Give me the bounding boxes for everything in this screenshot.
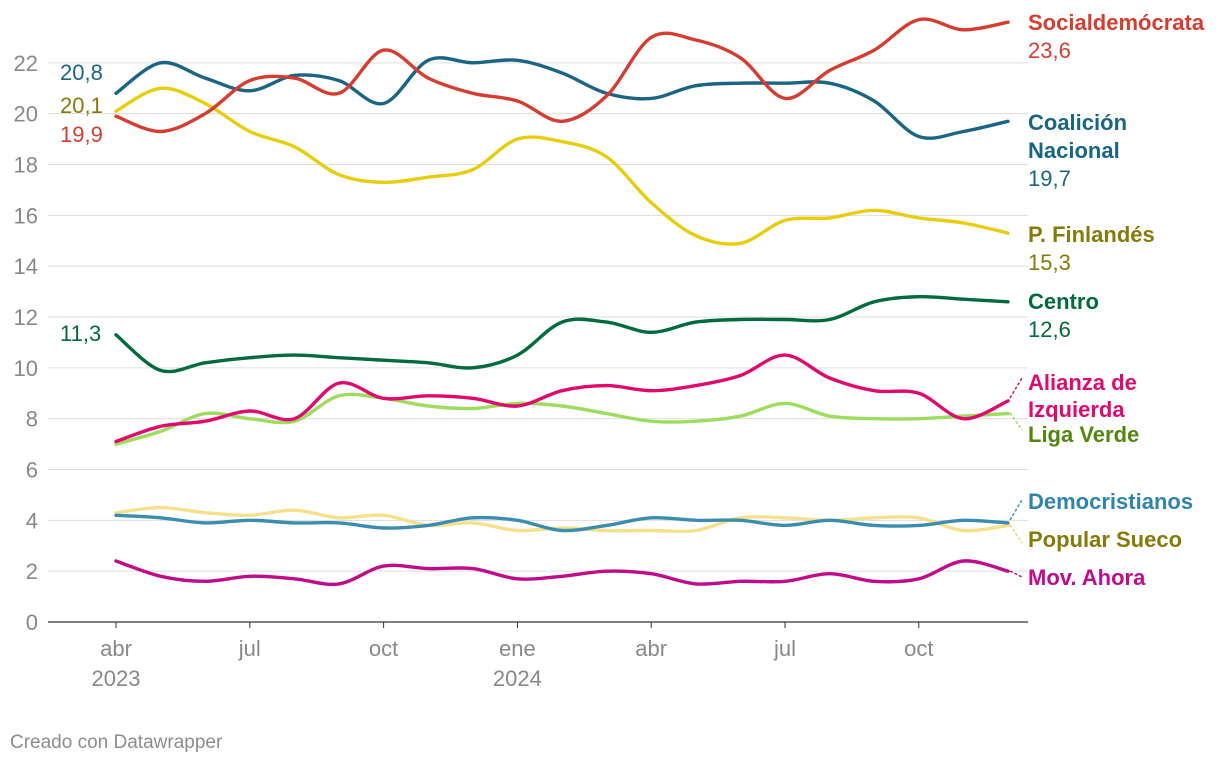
- x-tick-year-0: 2023: [92, 666, 141, 691]
- start-label-centro: 11,3: [60, 321, 101, 346]
- y-axis-ticks: 0 2 4 6 8 10 12 14 16 18 20 22: [14, 51, 38, 635]
- series-line-p-finlandes: [114, 86, 1010, 246]
- series-line-liga-verde: [114, 392, 1010, 446]
- start-label-finlandes: 20,1: [60, 93, 103, 118]
- series-line-socialdemocrata: [114, 17, 1010, 134]
- label-popular-name: Popular Sueco: [1028, 527, 1182, 552]
- label-democristianos-name: Democristianos: [1028, 489, 1193, 514]
- gridlines: [48, 62, 1028, 623]
- x-tick-label-1: jul: [238, 636, 261, 661]
- label-alianza-name-1: Alianza de: [1028, 370, 1137, 395]
- y-tick-label-20: 20: [14, 102, 38, 127]
- label-centro-value: 12,6: [1028, 317, 1071, 342]
- end-labels: Socialdemócrata 23,6 Coalición Nacional …: [1028, 10, 1205, 590]
- x-tick-label-0: abr: [100, 636, 132, 661]
- y-tick-label-8: 8: [26, 407, 38, 432]
- y-tick-label-10: 10: [14, 356, 38, 381]
- label-coalicion-name-1: Coalición: [1028, 110, 1127, 135]
- start-label-socialdemocrata: 19,9: [60, 122, 103, 147]
- y-tick-label-4: 4: [26, 508, 38, 533]
- x-tick-label-3: ene: [499, 636, 536, 661]
- label-centro-name: Centro: [1028, 289, 1099, 314]
- start-label-coalicion: 20,8: [60, 60, 103, 85]
- label-coalicion-name-2: Nacional: [1028, 138, 1120, 163]
- label-mov-name: Mov. Ahora: [1028, 565, 1146, 590]
- label-alianza-name-2: Izquierda: [1028, 397, 1125, 422]
- label-socialdemocrata-value: 23,6: [1028, 38, 1071, 63]
- credit-footer: Creado con Datawrapper: [10, 732, 223, 753]
- y-tick-label-22: 22: [14, 51, 38, 76]
- y-tick-label-2: 2: [26, 559, 38, 584]
- x-axis-ticks: abr 2023 jul oct ene 2024 abr jul oct: [92, 622, 933, 691]
- connector-democristianos: [1009, 499, 1023, 521]
- y-tick-label-18: 18: [14, 153, 38, 178]
- label-finlandes-name: P. Finlandés: [1028, 222, 1155, 247]
- connector-liga: [1009, 412, 1023, 431]
- label-liga-name: Liga Verde: [1028, 422, 1139, 447]
- label-finlandes-value: 15,3: [1028, 250, 1071, 275]
- series-line-coalicion-nacional: [114, 56, 1010, 140]
- y-tick-label-12: 12: [14, 305, 38, 330]
- x-tick-label-2: oct: [369, 636, 398, 661]
- x-tick-label-5: jul: [773, 636, 796, 661]
- y-tick-label-0: 0: [26, 610, 38, 635]
- label-connectors: [1009, 377, 1023, 578]
- series-line-mov-ahora: [114, 559, 1010, 587]
- y-tick-label-14: 14: [14, 254, 38, 279]
- series-line-democristianos: [114, 513, 1010, 533]
- y-tick-label-6: 6: [26, 458, 38, 483]
- x-tick-year-3: 2024: [493, 666, 542, 691]
- y-tick-label-16: 16: [14, 203, 38, 228]
- x-tick-label-4: abr: [635, 636, 667, 661]
- connector-mov: [1009, 570, 1023, 578]
- connector-popular: [1009, 524, 1023, 544]
- x-tick-label-6: oct: [904, 636, 933, 661]
- connector-alianza: [1009, 377, 1023, 399]
- series-line-alianza-de-izquierda: [114, 353, 1010, 444]
- series-lines: [114, 17, 1010, 587]
- label-coalicion-value: 19,7: [1028, 166, 1071, 191]
- start-labels: 20,8 20,1 19,9 11,3: [60, 60, 103, 346]
- series-line-centro: [114, 294, 1010, 374]
- series-line-popular-sueco: [114, 505, 1010, 534]
- label-socialdemocrata-name: Socialdemócrata: [1028, 10, 1205, 35]
